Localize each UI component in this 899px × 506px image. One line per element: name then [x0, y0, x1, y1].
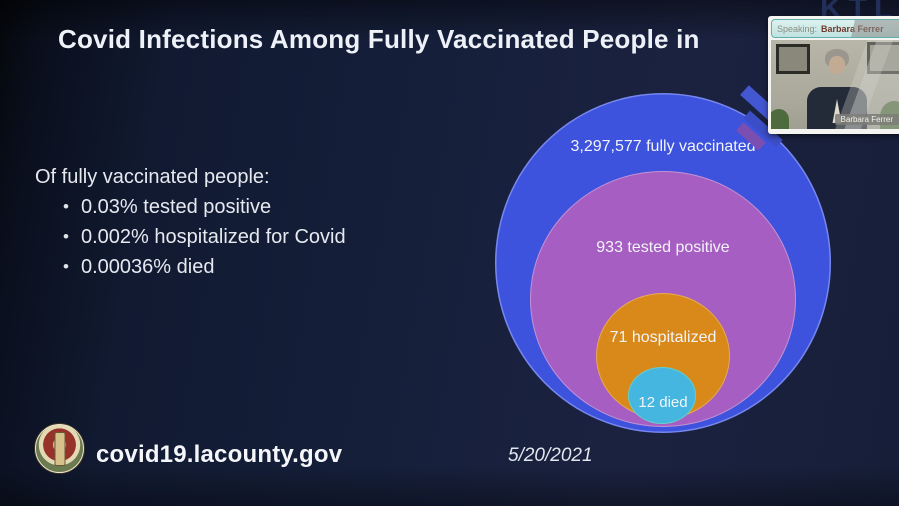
footer-url: covid19.lacounty.gov — [96, 441, 343, 468]
speaker-face — [829, 56, 845, 74]
label-died: 12 died — [638, 394, 688, 411]
speaker-name: Barbara Ferrer — [821, 23, 884, 34]
speaking-banner: Speaking: Barbara Ferrer — [771, 19, 899, 38]
speaker-name-tag: Barbara Ferrer — [834, 114, 899, 125]
label-fully-vaccinated: 3,297,577 fully vaccinated — [570, 138, 756, 155]
stats-bullet-list: 0.03% tested positive 0.002% hospitalize… — [63, 196, 346, 279]
nested-circle-chart: 3,297,577 fully vaccinated 933 tested po… — [495, 93, 831, 433]
wall-picture-frame-left — [776, 44, 810, 74]
label-hospitalized: 71 hospitalized — [609, 329, 717, 346]
speaker-shirt — [832, 99, 842, 123]
speaking-label: Speaking: — [777, 23, 818, 34]
slide-title: Covid Infections Among Fully Vaccinated … — [58, 24, 700, 54]
bullet-hospitalized: 0.002% hospitalized for Covid — [63, 226, 346, 249]
la-county-seal-logo — [35, 424, 84, 473]
wall-picture-frame-right — [867, 42, 899, 74]
label-tested-positive: 933 tested positive — [596, 239, 730, 256]
bullet-died: 0.00036% died — [63, 256, 346, 279]
circle-died — [628, 367, 696, 424]
stats-text-block: Of fully vaccinated people: 0.03% tested… — [35, 166, 346, 279]
plant-left — [771, 109, 789, 129]
speaker-video-overlay: Speaking: Barbara Ferrer Barbara Ferrer — [768, 16, 899, 134]
bullet-tested-positive: 0.03% tested positive — [63, 196, 346, 219]
slide-date: 5/20/2021 — [508, 445, 593, 466]
webcam-view: Barbara Ferrer — [771, 40, 899, 129]
stats-intro: Of fully vaccinated people: — [35, 166, 270, 188]
